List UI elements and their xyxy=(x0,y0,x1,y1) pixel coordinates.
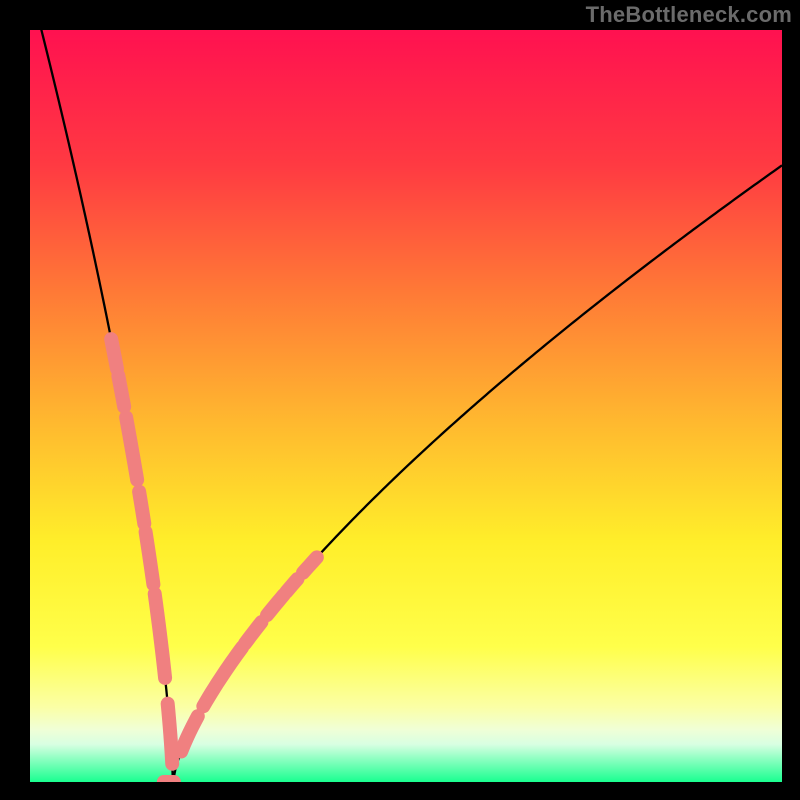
bottleneck-chart xyxy=(0,0,800,800)
highlight-pill xyxy=(146,532,154,584)
highlight-pill xyxy=(111,339,117,369)
highlight-pill xyxy=(168,704,173,764)
plot-background xyxy=(30,30,782,782)
highlight-pill xyxy=(118,376,124,407)
highlight-pill xyxy=(286,579,297,592)
highlight-pill xyxy=(139,492,144,524)
watermark-text: TheBottleneck.com xyxy=(586,2,792,28)
chart-container: TheBottleneck.com xyxy=(0,0,800,800)
